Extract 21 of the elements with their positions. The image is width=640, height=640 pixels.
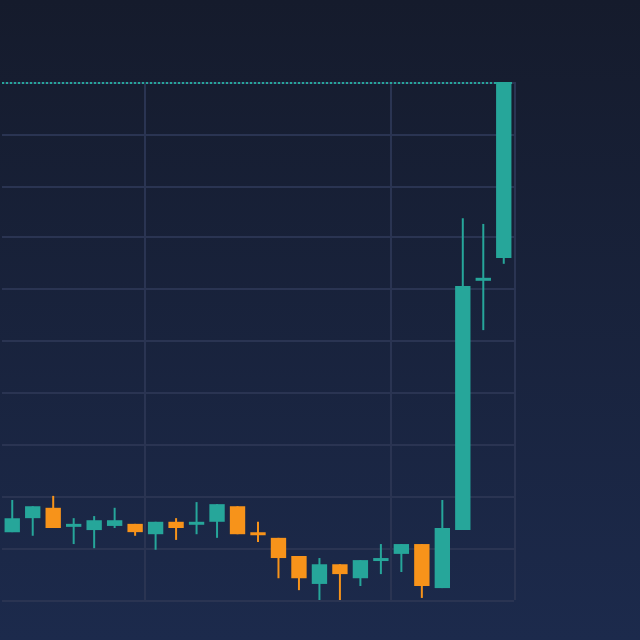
- candlestick: [332, 563, 348, 601]
- candlestick: [475, 222, 491, 332]
- candlestick: [168, 517, 184, 541]
- candlestick: [86, 515, 102, 550]
- candlestick: [291, 554, 307, 592]
- candlestick: [270, 536, 287, 580]
- candlestick: [209, 503, 225, 539]
- candlestick: [414, 543, 430, 599]
- candlestick: [25, 505, 41, 537]
- candlestick: [4, 499, 20, 534]
- candlestick: [373, 543, 389, 576]
- candlestick: [45, 494, 61, 529]
- candlestick: [147, 520, 164, 551]
- candlestick: [352, 559, 369, 588]
- candlestick: [66, 517, 82, 546]
- candlestick: [106, 506, 123, 529]
- candlestick: [311, 557, 328, 601]
- candlestick: [393, 543, 410, 574]
- candlestick: [229, 505, 246, 536]
- candlestick: [250, 520, 266, 543]
- candlestick: [188, 501, 205, 536]
